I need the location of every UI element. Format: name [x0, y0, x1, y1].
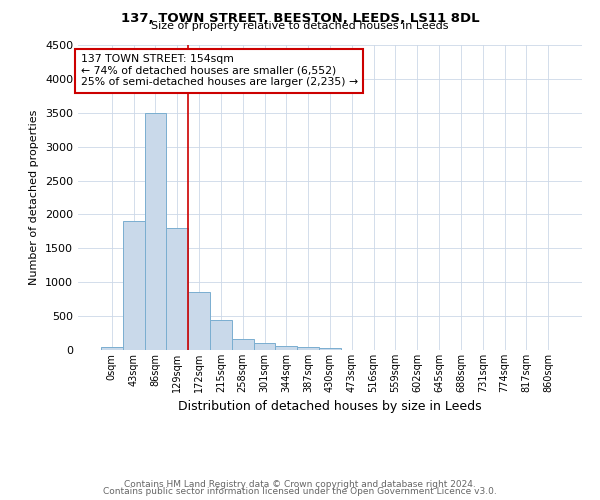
Bar: [297, 348, 319, 350]
Bar: [275, 346, 297, 350]
Text: Size of property relative to detached houses in Leeds: Size of property relative to detached ho…: [151, 21, 449, 31]
Text: 137, TOWN STREET, BEESTON, LEEDS, LS11 8DL: 137, TOWN STREET, BEESTON, LEEDS, LS11 8…: [121, 12, 479, 24]
Bar: [145, 113, 166, 350]
Bar: [319, 348, 341, 350]
Bar: [101, 346, 123, 350]
Bar: [232, 339, 254, 350]
Text: 137 TOWN STREET: 154sqm
← 74% of detached houses are smaller (6,552)
25% of semi: 137 TOWN STREET: 154sqm ← 74% of detache…: [80, 54, 358, 88]
Y-axis label: Number of detached properties: Number of detached properties: [29, 110, 40, 285]
X-axis label: Distribution of detached houses by size in Leeds: Distribution of detached houses by size …: [178, 400, 482, 413]
Bar: [210, 320, 232, 350]
Bar: [123, 221, 145, 350]
Text: Contains HM Land Registry data © Crown copyright and database right 2024.: Contains HM Land Registry data © Crown c…: [124, 480, 476, 489]
Bar: [166, 228, 188, 350]
Text: Contains public sector information licensed under the Open Government Licence v3: Contains public sector information licen…: [103, 487, 497, 496]
Bar: [188, 292, 210, 350]
Bar: [254, 343, 275, 350]
